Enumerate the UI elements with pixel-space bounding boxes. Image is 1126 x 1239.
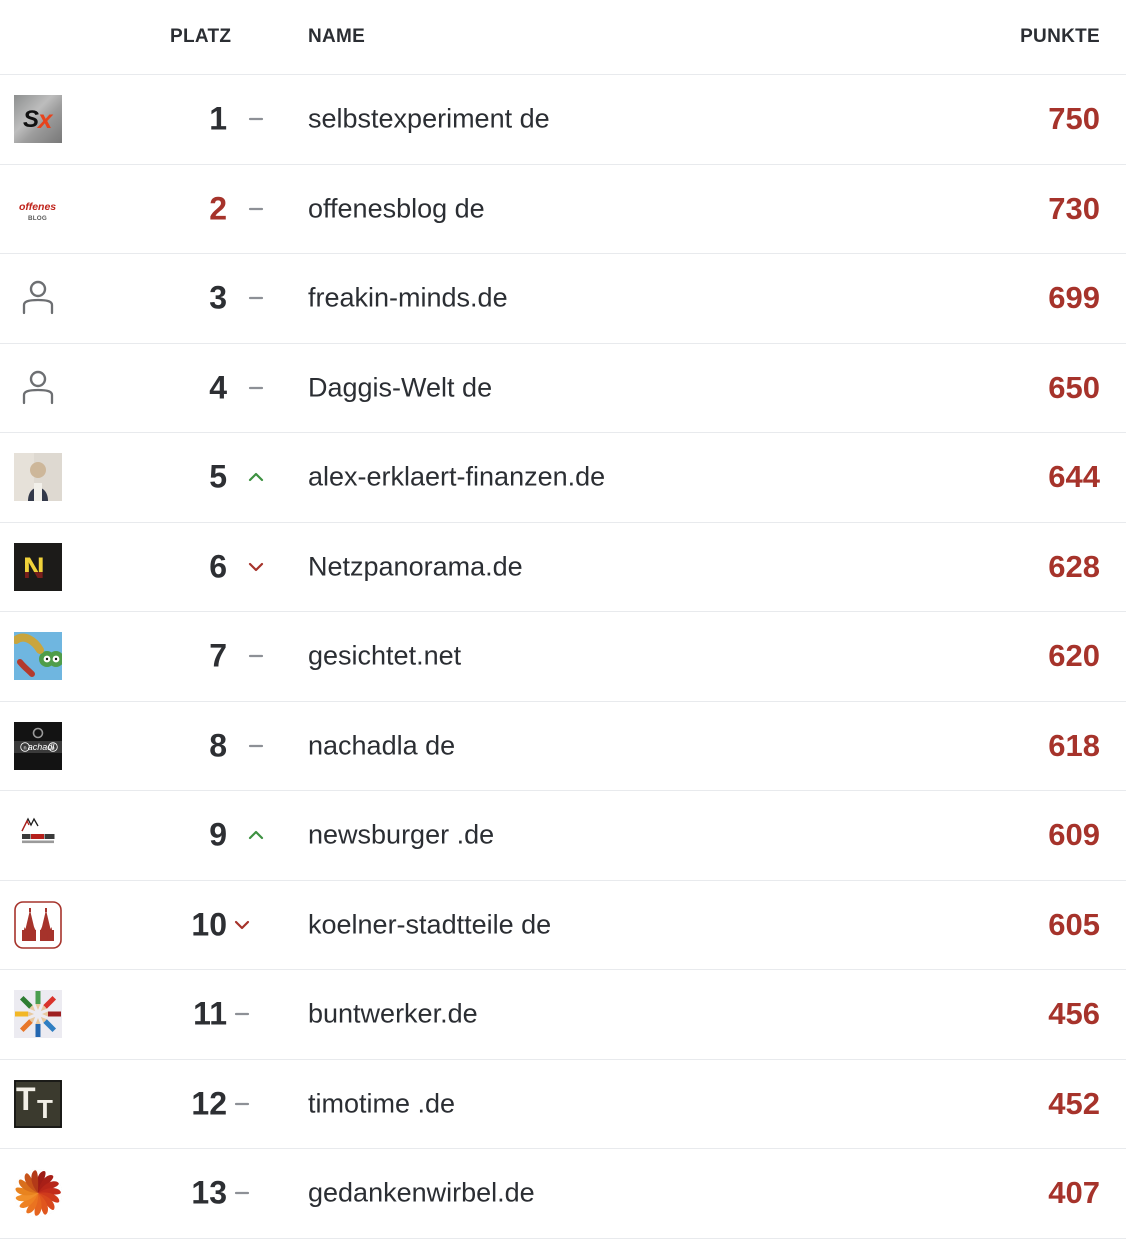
svg-text:BLOG: BLOG xyxy=(28,215,47,222)
svg-text:x: x xyxy=(36,104,54,134)
svg-text:S: S xyxy=(23,106,39,133)
svg-text:T: T xyxy=(16,1081,36,1117)
svg-text:T: T xyxy=(37,1094,53,1124)
svg-text:n: n xyxy=(51,745,54,751)
svg-text:offenes: offenes xyxy=(19,201,56,213)
svg-text:n: n xyxy=(23,745,26,751)
